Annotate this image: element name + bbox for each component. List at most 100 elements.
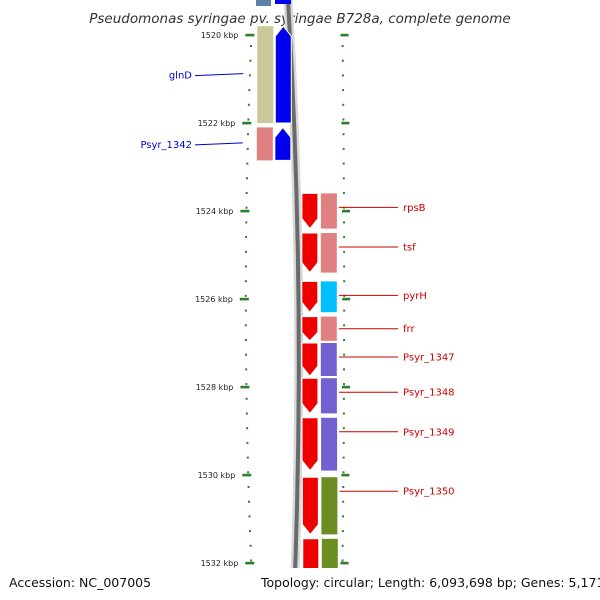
kbp-tick-mark-right [342,209,350,213]
scale-dot-left [248,500,250,503]
scale-dot-left [248,515,251,518]
kbp-tick-mark-right [341,473,350,477]
cog-box [320,281,337,313]
topology-text: Topology: circular; Length: 6,093,698 bp… [260,575,600,590]
gene-label: Psyr_1350 [403,487,455,498]
scale-dot-right [342,192,345,194]
scale-dot-right [341,45,344,47]
scale-dot-right [343,250,346,253]
scale-dot-right [341,74,344,77]
scale-dot-left [247,103,250,106]
scale-dot-left [245,221,248,224]
scale-dot-left [245,206,248,209]
scale-dot-right [342,486,345,488]
scale-dot-right [342,397,345,400]
scale-dot-left [245,383,248,386]
scale-dot-left [247,133,249,136]
kbp-tick-label: 1522 kbp [198,119,236,128]
accession-text: Accession: NC_007005 [9,575,151,590]
scale-dot-left [244,280,247,283]
kbp-tick-label: 1532 kbp [201,559,239,568]
cog-box [320,343,337,376]
scale-dot-left [246,427,249,430]
map-title: Pseudomonas syringae pv. syringae B728a,… [89,11,511,27]
gene-label: Psyr_1342 [140,140,192,151]
scale-dot-right [342,147,345,150]
cog-box [321,477,338,535]
gene-label-leader [194,142,243,146]
kbp-tick-label: 1520 kbp [201,31,239,40]
scale-dot-left [249,59,252,62]
scale-dot-left [245,192,248,194]
scale-dot-left [246,147,249,150]
scale-dot-right [343,280,346,283]
scale-dot-left [246,456,249,459]
scale-dot-left [245,353,247,356]
kbp-tick-mark [240,385,250,389]
gene-arrow [301,377,319,415]
scale-dot-right [342,441,345,444]
cog-box [320,193,337,229]
scale-dot-right [342,89,345,92]
gene-label: frr [403,324,415,335]
scale-dot-left [245,250,247,253]
kbp-tick-label: 1526 kbp [195,295,233,304]
scale-dot-left [249,544,252,547]
gene-label: Psyr_1348 [403,388,455,399]
scale-dot-right [341,59,344,62]
kbp-tick-mark [245,33,255,37]
scale-dot-right [342,162,345,165]
genome-backbone [283,0,304,600]
kbp-tick-mark [242,121,252,125]
scale-dot-right [342,133,345,136]
scale-dot-right [343,339,346,341]
scale-dot-left [250,45,252,47]
scale-dot-right [342,456,345,459]
scale-dot-right [342,515,344,518]
scale-dot-right [342,103,345,106]
scale-dot-left [247,471,250,474]
gene-label: tsf [403,243,416,254]
kbp-tick-mark [239,297,249,301]
scale-dot-left [246,177,248,180]
scale-dot-left [247,486,250,488]
kbp-tick-mark-right [341,121,350,125]
kbp-scale: 1520 kbp 1522 kbp 1524 kbp 1526 kbp 1528 kbp… [195,31,351,568]
scale-dot-right [343,324,346,327]
scale-dot-right [342,500,345,503]
scale-dot-right [343,309,346,312]
gene-arrow [301,476,319,536]
scale-dot-right [343,353,346,356]
kbp-tick-label: 1528 kbp [196,383,234,392]
gene-label: Psyr_1347 [403,353,455,364]
gene-label-leader [194,73,244,77]
scale-dot-left [246,162,249,165]
scale-dot-left [246,441,249,444]
kbp-tick-mark-right [342,297,351,301]
gene-label: pyrH [403,291,427,302]
cog-box [320,316,337,341]
cog-box [257,26,274,124]
gene-label: Psyr_1349 [403,427,455,438]
scale-dot-left [245,412,248,415]
kbp-tick-mark [240,209,250,213]
scale-dot-right [342,177,345,180]
scale-dot-left [244,339,247,341]
scale-dot-left [244,324,247,327]
scale-dot-right [341,530,344,533]
scale-dot-right [342,427,345,430]
scale-dot-right [341,559,344,562]
scale-dot-left [248,89,251,92]
scale-dot-right [342,412,345,415]
scale-dot-left [244,294,247,297]
gene-arrow [301,192,319,230]
kbp-tick-label: 1530 kbp [198,471,236,480]
gene-label: glnD [169,71,192,82]
cog-box [320,378,337,414]
scale-dot-left [244,309,247,312]
gene-arrow [301,232,319,274]
cog-box-continuation [256,0,271,6]
kbp-tick-mark-right [342,385,350,389]
scale-dot-right [343,221,345,224]
